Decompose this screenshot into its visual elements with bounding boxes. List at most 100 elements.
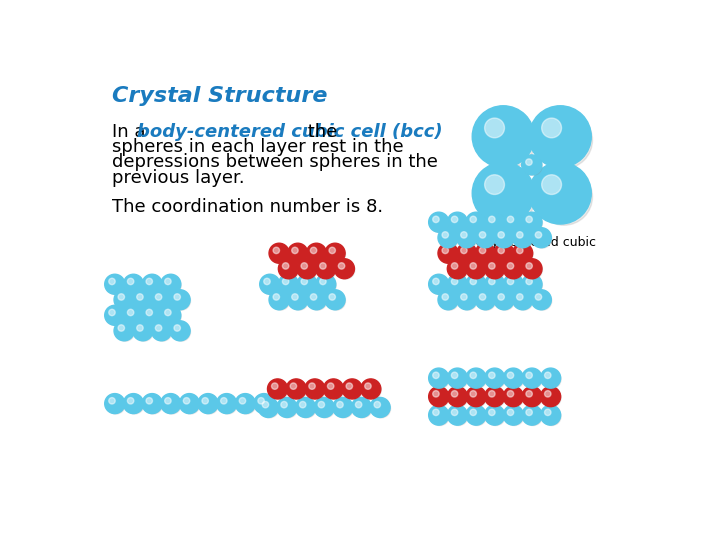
Circle shape [142,274,162,294]
Circle shape [526,278,532,285]
Circle shape [315,259,336,279]
Text: previous layer.: previous layer. [112,168,244,187]
Circle shape [442,232,449,238]
Circle shape [170,321,190,341]
Circle shape [477,245,496,264]
Circle shape [524,261,542,279]
Circle shape [496,230,515,248]
Circle shape [522,259,542,279]
Circle shape [529,106,591,167]
Circle shape [307,381,325,400]
Circle shape [489,278,495,285]
Circle shape [485,118,505,138]
Circle shape [485,212,505,232]
Circle shape [289,245,308,264]
Circle shape [433,216,439,222]
Circle shape [156,294,162,300]
Circle shape [536,112,593,168]
Circle shape [480,247,486,254]
Circle shape [118,294,125,300]
Circle shape [431,370,449,388]
Circle shape [503,274,523,294]
Circle shape [447,212,467,232]
Circle shape [480,294,486,300]
Circle shape [477,230,496,248]
Circle shape [503,405,523,425]
Circle shape [472,163,534,224]
Circle shape [354,400,372,418]
Circle shape [271,292,289,310]
Circle shape [333,397,353,417]
Circle shape [534,230,552,248]
Circle shape [489,390,495,397]
Circle shape [470,263,477,269]
Circle shape [165,278,171,285]
Circle shape [541,387,561,407]
Circle shape [451,390,458,397]
Circle shape [428,405,449,425]
Circle shape [496,245,515,264]
Circle shape [431,276,449,295]
Circle shape [262,276,280,295]
Circle shape [447,368,467,388]
Text: Body-centered cubic: Body-centered cubic [467,236,596,249]
Circle shape [524,389,542,407]
Circle shape [449,276,468,295]
Circle shape [508,278,513,285]
Circle shape [531,290,552,310]
Circle shape [282,278,289,285]
Circle shape [433,372,439,379]
Circle shape [297,259,317,279]
Circle shape [315,274,336,294]
Circle shape [142,305,162,325]
Circle shape [310,294,317,300]
Circle shape [198,394,218,414]
Circle shape [466,274,486,294]
Circle shape [475,243,495,263]
Circle shape [522,155,542,175]
Text: The coordination number is 8.: The coordination number is 8. [112,198,383,216]
Circle shape [466,387,486,407]
Circle shape [325,243,345,263]
Circle shape [498,247,505,254]
Circle shape [318,401,325,408]
Circle shape [365,383,372,389]
Circle shape [466,405,486,425]
Circle shape [447,405,467,425]
Circle shape [505,407,523,426]
Circle shape [470,372,477,379]
Circle shape [503,259,523,279]
Circle shape [125,307,144,326]
Circle shape [459,245,477,264]
Circle shape [269,243,289,263]
Circle shape [290,383,297,389]
Circle shape [118,325,125,331]
Circle shape [174,325,181,331]
Circle shape [468,370,487,388]
Circle shape [325,381,344,400]
Circle shape [489,372,495,379]
Circle shape [286,379,306,399]
Circle shape [107,307,125,326]
Circle shape [466,259,486,279]
Circle shape [535,294,541,300]
Text: In a: In a [112,123,151,140]
Circle shape [523,157,542,176]
Circle shape [536,168,593,225]
Circle shape [220,397,227,404]
Circle shape [146,278,153,285]
Circle shape [116,292,135,310]
Circle shape [268,379,288,399]
Circle shape [288,290,308,310]
Circle shape [153,292,172,310]
Circle shape [543,407,561,426]
Circle shape [431,214,449,233]
Circle shape [541,175,562,194]
Circle shape [219,396,237,414]
Circle shape [351,397,372,417]
Circle shape [137,325,143,331]
Circle shape [181,396,200,414]
Circle shape [146,397,153,404]
Circle shape [516,232,523,238]
Circle shape [524,276,542,295]
